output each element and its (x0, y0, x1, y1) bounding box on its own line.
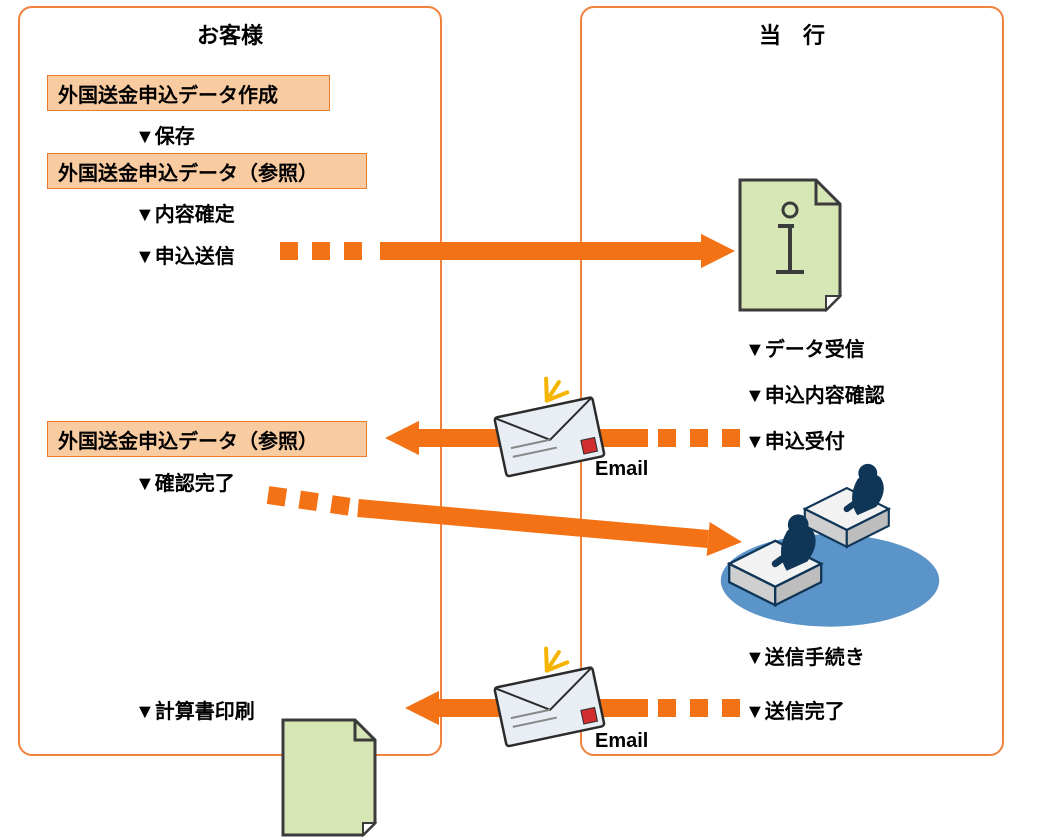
calculation-document-icon (283, 720, 375, 835)
email-envelope-icon-1 (489, 370, 605, 477)
info-document-icon (740, 180, 840, 310)
processing-icon (721, 464, 939, 627)
flow-diagram (0, 0, 1064, 837)
email-envelope-icon-2 (489, 640, 605, 747)
